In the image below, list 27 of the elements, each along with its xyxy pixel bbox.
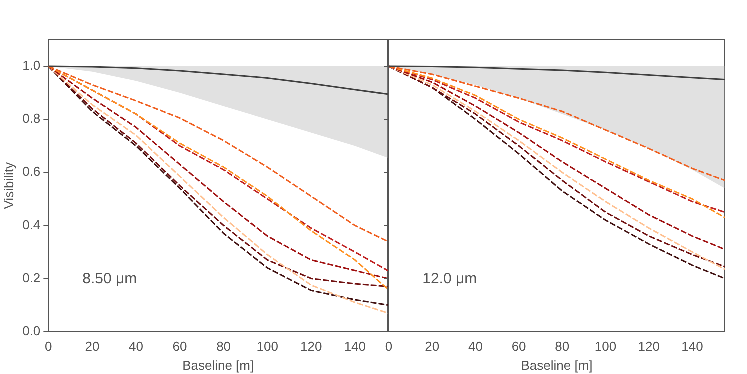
x-tick-label: 100	[594, 339, 617, 354]
y-tick-label: 0.6	[22, 164, 41, 180]
y-tick-label: 0.2	[22, 270, 41, 286]
x-tick-label: 80	[216, 339, 232, 354]
y-axis-title: Visibility	[1, 162, 16, 210]
x-tick-label: 100	[256, 339, 278, 354]
y-tick-label: 1.0	[22, 58, 41, 74]
annotation: 12.0 μm	[422, 270, 478, 288]
x-tick-label: 140	[682, 339, 704, 354]
y-tick-label: 0.0	[22, 323, 41, 338]
x-tick-label: 120	[300, 339, 322, 354]
x-tick-label: 60	[172, 339, 188, 354]
x-tick-label: 40	[468, 339, 483, 354]
x-tick-label: 80	[555, 339, 570, 354]
x-axis-title: Baseline [m]	[182, 358, 254, 373]
x-tick-label: 20	[425, 339, 440, 354]
x-tick-label: 40	[129, 339, 144, 354]
x-axis-title: Baseline [m]	[521, 358, 593, 373]
annotation: 8.50 μm	[82, 270, 138, 288]
x-tick-label: 20	[85, 339, 100, 354]
y-tick-label: 0.4	[22, 217, 41, 232]
x-tick-label: 0	[45, 339, 52, 354]
x-tick-label: 0	[385, 339, 393, 354]
y-tick-label: 0.8	[22, 111, 41, 126]
x-tick-label: 60	[512, 339, 526, 354]
x-tick-label: 120	[638, 339, 660, 354]
x-tick-label: 140	[344, 339, 366, 354]
